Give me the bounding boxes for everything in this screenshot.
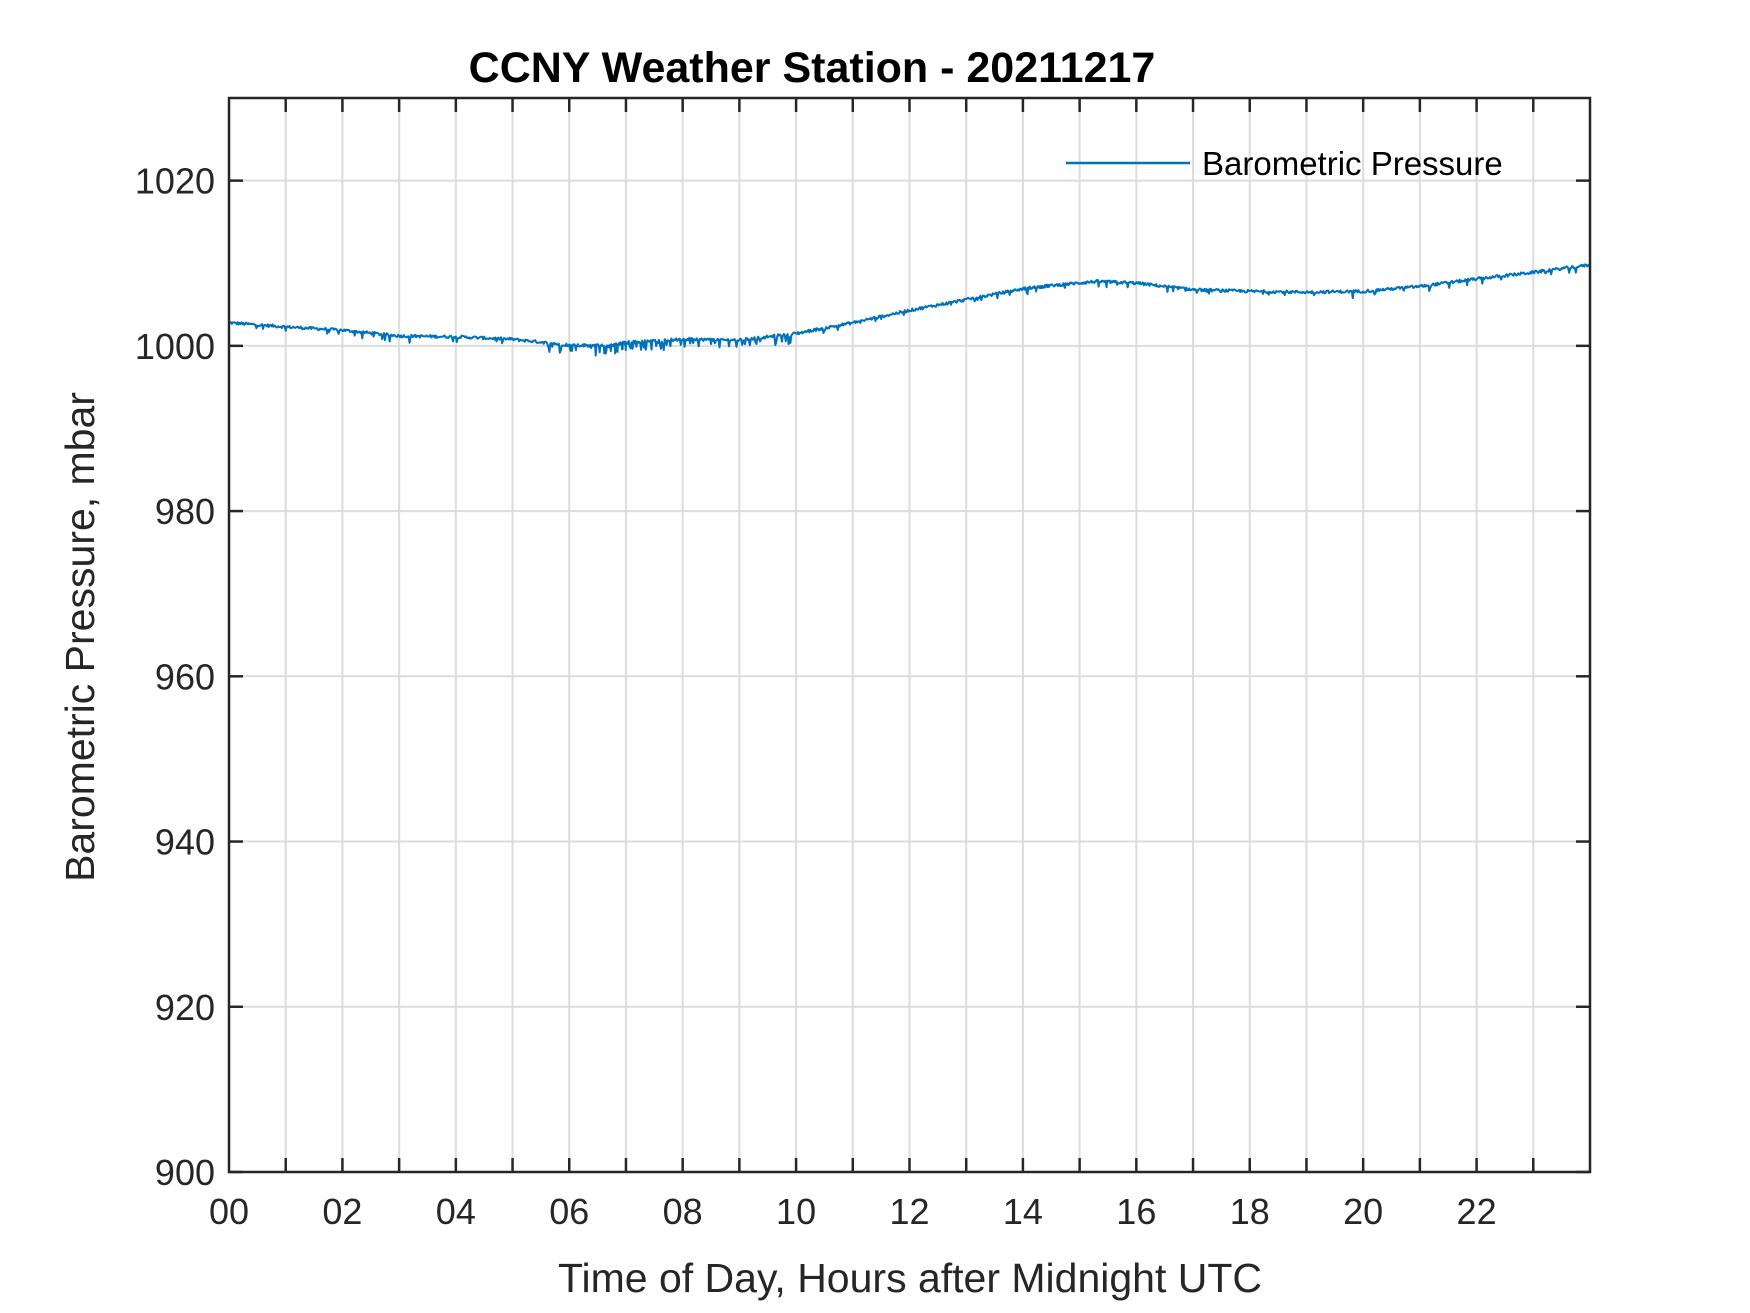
x-tick-label: 14: [1003, 1191, 1043, 1232]
x-tick-label: 00: [209, 1191, 249, 1232]
series-layer: [228, 263, 1591, 357]
x-tick-label: 20: [1343, 1191, 1383, 1232]
y-tick-label: 1000: [135, 326, 215, 367]
grid-lines: [229, 98, 1590, 1172]
x-tick-labels: 00 02 04 06 08 10 12 14 16 18 20 22: [209, 1191, 1497, 1232]
y-tick-label: 960: [155, 656, 215, 697]
x-tick-label: 08: [663, 1191, 703, 1232]
chart-title: CCNY Weather Station - 20211217: [469, 44, 1156, 92]
x-tick-label: 18: [1230, 1191, 1270, 1232]
x-tick-label: 04: [436, 1191, 476, 1232]
y-tick-label: 900: [155, 1152, 215, 1193]
series-line-barometric-pressure: [228, 263, 1591, 357]
x-tick-label: 22: [1457, 1191, 1497, 1232]
y-tick-label: 940: [155, 822, 215, 863]
x-tick-label: 10: [776, 1191, 816, 1232]
y-tick-label: 1020: [135, 161, 215, 202]
x-tick-label: 06: [549, 1191, 589, 1232]
x-tick-label: 12: [889, 1191, 929, 1232]
y-tick-label: 920: [155, 987, 215, 1028]
y-tick-label: 980: [155, 491, 215, 532]
tick-marks: [229, 98, 1590, 1174]
x-axis-label: Time of Day, Hours after Midnight UTC: [558, 1255, 1262, 1301]
x-tick-label: 16: [1116, 1191, 1156, 1232]
y-tick-labels: 900 920 940 960 980 1000 1020: [135, 161, 215, 1193]
x-tick-label: 02: [322, 1191, 362, 1232]
legend-label: Barometric Pressure: [1202, 145, 1503, 182]
y-axis-label: Barometric Pressure, mbar: [57, 392, 103, 882]
legend: Barometric Pressure: [1066, 145, 1503, 182]
